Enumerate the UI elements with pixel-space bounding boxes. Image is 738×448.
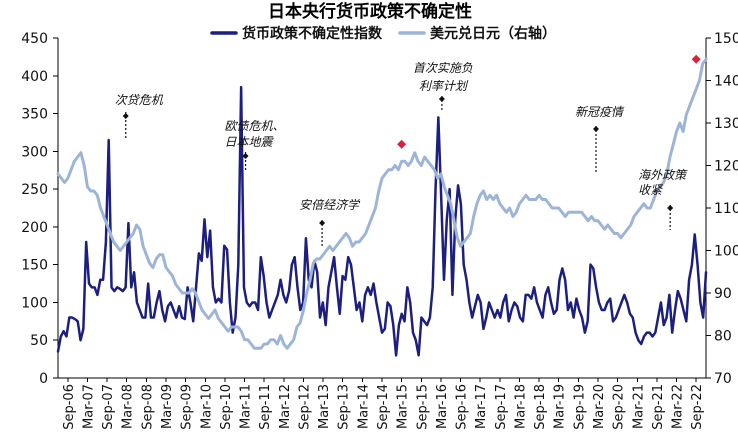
x-axis-tick-label: Mar-19 xyxy=(553,384,568,429)
x-axis-tick-label: Mar-16 xyxy=(435,384,450,429)
x-axis-tick-label: Sep-18 xyxy=(533,384,548,430)
left-axis-tick-label: 100 xyxy=(21,295,48,311)
x-axis-tick-label: Sep-12 xyxy=(297,384,312,430)
x-axis-tick-label: Sep-14 xyxy=(376,384,391,430)
left-axis-tick-label: 150 xyxy=(21,258,48,274)
x-axis-tick-label: Mar-10 xyxy=(199,384,214,429)
right-axis-tick-label: 110 xyxy=(714,201,738,217)
x-axis-tick-label: Sep-22 xyxy=(690,384,705,430)
x-axis-tick-label: Mar-09 xyxy=(160,384,175,429)
x-axis-tick-label: Sep-21 xyxy=(651,384,666,430)
annotation-point xyxy=(122,113,129,119)
left-axis-tick-label: 300 xyxy=(21,144,48,160)
chart-title: 日本央行货币政策不确定性 xyxy=(268,1,472,22)
x-axis-tick-label: Mar-17 xyxy=(474,384,489,429)
x-axis-tick-label: Sep-20 xyxy=(612,384,627,430)
x-axis-tick-label: Sep-10 xyxy=(219,384,234,430)
chart-annotation-label: 海外政策 xyxy=(638,168,688,182)
right-axis-tick-label: 90 xyxy=(714,286,732,302)
annotation-point xyxy=(667,205,674,211)
x-axis-tick-label: Sep-15 xyxy=(415,384,430,430)
x-axis-tick-label: Sep-08 xyxy=(140,384,155,430)
x-axis-tick-label: Mar-15 xyxy=(396,384,411,429)
legend-layer: 货币政策不确定性指数 美元兑日元（右轴） xyxy=(210,25,556,42)
left-axis-tick-label: 400 xyxy=(21,69,48,85)
x-axis-tick-label: Mar-08 xyxy=(121,384,136,429)
x-axis-tick-label: Sep-19 xyxy=(572,384,587,430)
x-axis-tick-label: Mar-18 xyxy=(513,384,528,429)
x-axis-tick-label: Sep-07 xyxy=(101,384,116,430)
x-axis-tick-label: Mar-12 xyxy=(278,384,293,429)
annotation-point xyxy=(438,96,445,102)
annotation-point xyxy=(593,126,599,132)
right-axis-tick-label: 80 xyxy=(714,329,732,345)
chart-annotation-label: 新冠疫情 xyxy=(575,105,625,119)
annotation-point xyxy=(242,153,249,159)
left-axis-tick-label: 200 xyxy=(21,220,48,236)
x-axis-tick-label: Sep-17 xyxy=(494,384,509,430)
x-axis-tick-label: Mar-20 xyxy=(592,384,607,429)
x-axis-tick-label: Sep-13 xyxy=(337,384,352,430)
annotation-point xyxy=(319,220,326,226)
x-axis-tick-label: Sep-06 xyxy=(62,384,77,430)
left-axis-tick-label: 50 xyxy=(30,333,48,349)
left-axis-tick-label: 450 xyxy=(21,31,48,47)
highlight-marker xyxy=(397,139,407,149)
legend-policy-label: 货币政策不确定性指数 xyxy=(241,25,383,42)
x-axis-tick-label: Mar-11 xyxy=(239,384,254,429)
right-axis-tick-label: 140 xyxy=(714,74,738,90)
x-axis-tick-label: Sep-09 xyxy=(180,384,195,430)
x-axis-tick-label: Mar-22 xyxy=(671,384,686,429)
legend-usdjpy-label: 美元兑日元（右轴） xyxy=(430,25,556,42)
chart-annotation-label: 首次实施负 xyxy=(413,61,473,75)
policy-uncertainty-series-line xyxy=(56,85,708,357)
x-axis-tick-label: Mar-07 xyxy=(81,384,96,429)
chart-annotation-label: 利率计划 xyxy=(419,79,469,93)
left-axis-tick-label: 0 xyxy=(39,371,48,387)
x-axis-tick-label: Sep-16 xyxy=(455,384,470,430)
chart-annotation-label: 收紧 xyxy=(638,183,664,197)
right-axis-tick-label: 120 xyxy=(714,159,738,175)
x-axis-tick-label: Mar-14 xyxy=(356,384,371,429)
right-axis-tick-label: 100 xyxy=(714,244,738,260)
x-axis-tick-label: Mar-21 xyxy=(631,384,646,429)
chart-annotation-label: 日本地震 xyxy=(225,135,275,149)
chart-annotation-label: 安倍经济学 xyxy=(299,198,361,212)
axis-layer: 0 50 100 150 200 250 300 350 400 450 70 80 90 100 110 1… xyxy=(21,31,738,430)
right-axis-tick-label: 70 xyxy=(714,371,732,387)
left-axis-tick-label: 250 xyxy=(21,182,48,198)
x-axis-tick-label: Sep-11 xyxy=(258,384,273,430)
series-layer xyxy=(56,57,708,357)
chart-annotation-label: 欧债危机、 xyxy=(225,119,285,133)
highlight-marker xyxy=(691,54,701,64)
left-axis-tick-label: 350 xyxy=(21,107,48,123)
usdjpy-series-line xyxy=(56,57,708,350)
right-axis-tick-label: 150 xyxy=(714,31,738,47)
right-axis-tick-label: 130 xyxy=(714,116,738,132)
x-axis-tick-label: Mar-13 xyxy=(317,384,332,429)
chart-annotation-label: 次贷危机 xyxy=(115,93,164,107)
